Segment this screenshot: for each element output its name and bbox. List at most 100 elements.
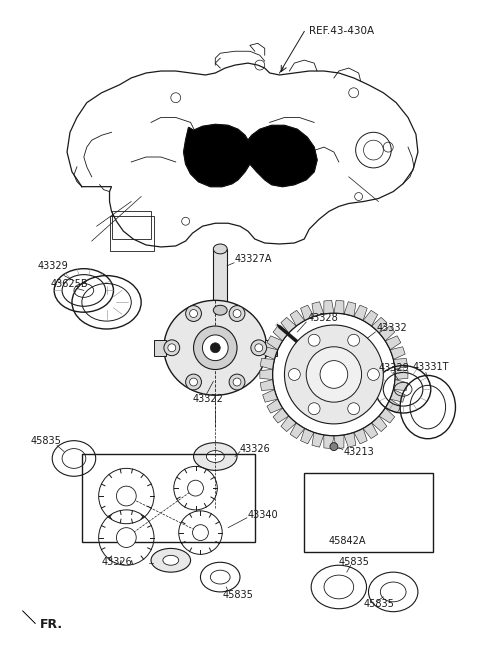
Circle shape bbox=[229, 306, 245, 321]
Polygon shape bbox=[324, 435, 334, 449]
Polygon shape bbox=[263, 390, 278, 402]
Text: 43326: 43326 bbox=[240, 443, 271, 453]
Polygon shape bbox=[300, 428, 314, 444]
Circle shape bbox=[233, 378, 241, 386]
Text: 45835: 45835 bbox=[363, 599, 395, 609]
Circle shape bbox=[190, 309, 197, 317]
Polygon shape bbox=[267, 336, 283, 350]
Bar bbox=[154, 340, 166, 355]
Circle shape bbox=[348, 403, 360, 415]
Polygon shape bbox=[23, 611, 36, 623]
Ellipse shape bbox=[151, 549, 191, 572]
Polygon shape bbox=[334, 435, 344, 449]
Circle shape bbox=[164, 340, 180, 355]
Text: 43328: 43328 bbox=[307, 313, 338, 323]
Text: 45835: 45835 bbox=[222, 590, 253, 600]
Polygon shape bbox=[260, 369, 273, 380]
Text: FR.: FR. bbox=[40, 618, 63, 631]
Text: 43329: 43329 bbox=[37, 261, 68, 271]
Circle shape bbox=[251, 340, 267, 355]
Polygon shape bbox=[281, 416, 296, 432]
Circle shape bbox=[233, 309, 241, 317]
Ellipse shape bbox=[164, 300, 267, 396]
Text: 45835: 45835 bbox=[30, 436, 61, 445]
Polygon shape bbox=[281, 317, 296, 333]
Polygon shape bbox=[263, 347, 278, 359]
Ellipse shape bbox=[206, 451, 224, 463]
Polygon shape bbox=[312, 432, 324, 447]
Polygon shape bbox=[260, 359, 275, 369]
Polygon shape bbox=[273, 408, 289, 423]
Circle shape bbox=[168, 344, 176, 351]
Polygon shape bbox=[393, 359, 408, 369]
Polygon shape bbox=[267, 399, 283, 413]
Circle shape bbox=[288, 369, 300, 380]
Circle shape bbox=[306, 347, 361, 402]
Text: 43332: 43332 bbox=[376, 323, 407, 333]
Polygon shape bbox=[385, 399, 401, 413]
Circle shape bbox=[330, 443, 338, 451]
Circle shape bbox=[210, 343, 220, 353]
Polygon shape bbox=[393, 380, 408, 390]
Circle shape bbox=[203, 335, 228, 361]
Circle shape bbox=[255, 344, 263, 351]
Text: 43340: 43340 bbox=[248, 510, 278, 520]
Polygon shape bbox=[372, 317, 387, 333]
Polygon shape bbox=[385, 336, 401, 350]
Text: 45842A: 45842A bbox=[329, 535, 366, 545]
Polygon shape bbox=[260, 380, 275, 390]
Polygon shape bbox=[184, 124, 317, 187]
Text: 43326: 43326 bbox=[102, 557, 132, 567]
Polygon shape bbox=[344, 432, 356, 447]
Text: 43213: 43213 bbox=[344, 447, 374, 457]
Text: 45835: 45835 bbox=[339, 557, 370, 567]
Bar bbox=[304, 473, 433, 553]
Polygon shape bbox=[390, 390, 405, 402]
Polygon shape bbox=[379, 326, 395, 341]
Polygon shape bbox=[372, 416, 387, 432]
Polygon shape bbox=[300, 305, 314, 321]
Text: REF.43-430A: REF.43-430A bbox=[309, 26, 374, 37]
Polygon shape bbox=[273, 326, 289, 341]
Text: 43322: 43322 bbox=[192, 394, 223, 404]
Bar bbox=[264, 340, 276, 355]
Circle shape bbox=[188, 480, 204, 496]
Ellipse shape bbox=[193, 443, 237, 470]
Polygon shape bbox=[354, 305, 367, 321]
Polygon shape bbox=[334, 300, 344, 314]
Polygon shape bbox=[324, 300, 334, 314]
Circle shape bbox=[308, 334, 320, 346]
Bar bbox=[82, 453, 255, 543]
Circle shape bbox=[186, 374, 202, 390]
Circle shape bbox=[193, 326, 237, 369]
Circle shape bbox=[192, 525, 208, 541]
Circle shape bbox=[186, 306, 202, 321]
Polygon shape bbox=[290, 423, 305, 439]
Text: 43329: 43329 bbox=[378, 363, 409, 373]
Circle shape bbox=[368, 369, 379, 380]
Bar bbox=[213, 249, 227, 310]
Polygon shape bbox=[312, 302, 324, 317]
Bar bbox=[109, 216, 154, 251]
Ellipse shape bbox=[163, 555, 179, 565]
Ellipse shape bbox=[213, 244, 227, 254]
Polygon shape bbox=[390, 347, 405, 359]
Polygon shape bbox=[354, 428, 367, 444]
Circle shape bbox=[190, 378, 197, 386]
Polygon shape bbox=[290, 310, 305, 326]
Text: 43331T: 43331T bbox=[413, 361, 449, 372]
Circle shape bbox=[117, 528, 136, 547]
Polygon shape bbox=[379, 408, 395, 423]
Polygon shape bbox=[363, 423, 378, 439]
Bar bbox=[111, 212, 151, 239]
Circle shape bbox=[117, 486, 136, 506]
Text: 43327A: 43327A bbox=[235, 254, 273, 264]
Circle shape bbox=[320, 361, 348, 388]
Circle shape bbox=[308, 403, 320, 415]
Circle shape bbox=[348, 334, 360, 346]
Ellipse shape bbox=[213, 306, 227, 315]
Circle shape bbox=[285, 325, 384, 424]
Text: 43625B: 43625B bbox=[50, 279, 88, 288]
Polygon shape bbox=[344, 302, 356, 317]
Circle shape bbox=[229, 374, 245, 390]
